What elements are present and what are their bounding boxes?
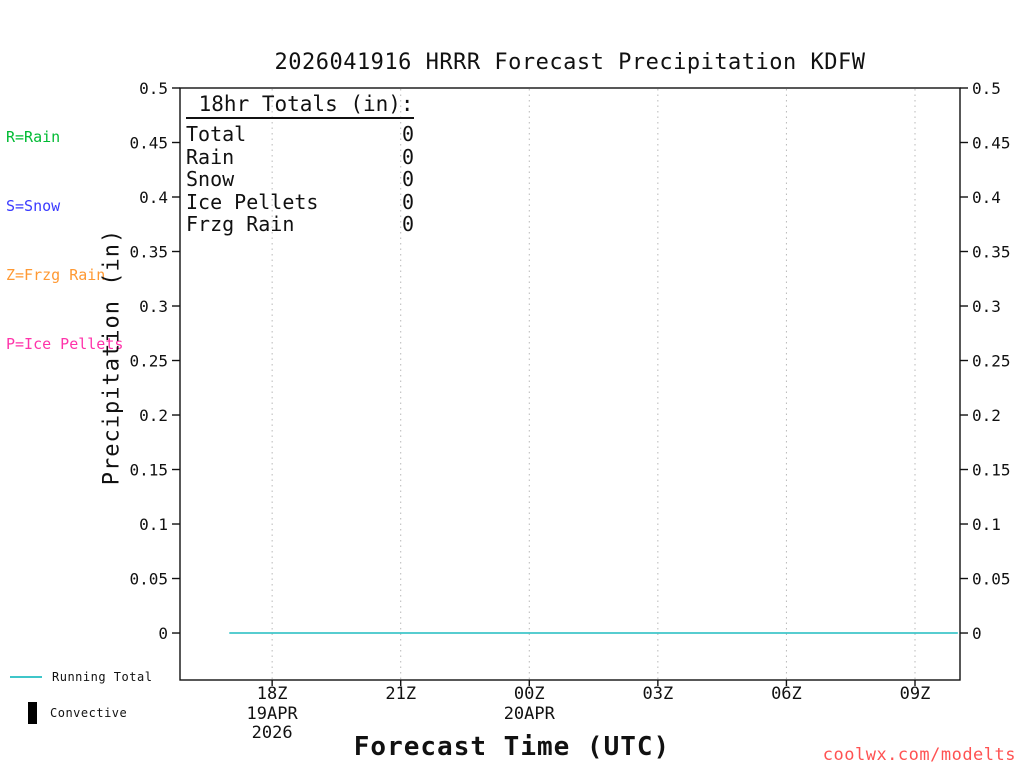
y-tick-label-right: 0.2 <box>972 406 1001 425</box>
y-tick-label-right: 0.3 <box>972 297 1001 316</box>
legend-ice-pellets: P=Ice Pellets <box>6 335 124 353</box>
totals-row-total: Total 0 <box>186 123 414 146</box>
running-total-label: Running Total <box>52 670 153 684</box>
y-tick-label-left: 0.45 <box>129 134 168 153</box>
totals-label: Total <box>186 122 247 146</box>
totals-row-snow: Snow 0 <box>186 168 414 191</box>
y-tick-label-left: 0 <box>158 624 168 643</box>
totals-heading: 18hr Totals (in): <box>186 92 414 119</box>
watermark-link-text: coolwx.com/modelts <box>822 745 1016 765</box>
legend-frzg-rain: Z=Frzg Rain <box>6 266 106 284</box>
y-tick-label-right: 0 <box>972 624 982 643</box>
x-tick-label: 03Z <box>642 684 673 704</box>
y-tick-label-right: 0.45 <box>972 134 1011 153</box>
convective-label: Convective <box>50 706 128 720</box>
convective-bar-swatch <box>28 702 37 724</box>
totals-box: 18hr Totals (in): Total 0 Rain 0 Snow 0 Ice… <box>186 92 414 236</box>
x-tick-label: 21Z <box>385 684 416 704</box>
totals-row-frzg-rain: Frzg Rain 0 <box>186 213 414 236</box>
x-tick-label: 06Z <box>771 684 802 704</box>
totals-value: 0 <box>402 189 415 214</box>
y-tick-label-right: 0.25 <box>972 352 1011 371</box>
y-tick-label-left: 0.4 <box>139 188 168 207</box>
x-date-label: 19APR <box>247 704 299 724</box>
y-axis-title: Precipitation (in) <box>99 228 125 486</box>
legend-snow: S=Snow <box>6 197 61 215</box>
y-tick-label-left: 0.05 <box>129 570 168 589</box>
y-tick-label-left: 0.25 <box>129 352 168 371</box>
chart-title: 2026041916 HRRR Forecast Precipitation K… <box>274 50 866 75</box>
totals-label: Rain <box>186 144 235 169</box>
y-tick-label-right: 0.1 <box>972 515 1001 534</box>
totals-label: Snow <box>186 167 235 191</box>
y-tick-label-left: 0.35 <box>129 243 168 262</box>
y-tick-label-right: 0.4 <box>972 188 1001 207</box>
precip-type-legend: R=Rain S=Snow Z=Frzg Rain P=Ice Pellets <box>6 80 123 402</box>
x-tick-label: 18Z <box>257 684 288 704</box>
legend-running-total: Running Total <box>10 670 152 684</box>
x-tick-label: 09Z <box>900 684 931 704</box>
totals-value: 0 <box>402 144 415 169</box>
totals-row-rain: Rain 0 <box>186 144 415 169</box>
plot-border <box>179 87 961 681</box>
x-date-label: 20APR <box>504 704 556 724</box>
totals-row-ice-pellets: Ice Pellets 0 <box>186 189 415 214</box>
totals-label: Frzg Rain <box>186 212 295 236</box>
y-tick-label-left: 0.3 <box>139 297 168 316</box>
y-tick-label-right: 0.5 <box>972 79 1001 98</box>
x-axis-title: Forecast Time (UTC) <box>353 732 671 762</box>
x-tick-label: 00Z <box>514 684 545 704</box>
y-tick-label-left: 0.2 <box>139 406 168 425</box>
totals-value: 0 <box>402 212 415 236</box>
y-tick-label-right: 0.15 <box>972 461 1011 480</box>
y-tick-label-left: 0.1 <box>139 515 168 534</box>
legend-rain: R=Rain <box>6 128 61 146</box>
y-tick-label-left: 0.15 <box>129 461 168 480</box>
y-tick-label-right: 0.05 <box>972 570 1011 589</box>
x-date-label: 2026 <box>252 723 293 743</box>
totals-value: 0 <box>402 122 415 146</box>
y-tick-label-left: 0.5 <box>139 79 168 98</box>
y-tick-label-right: 0.35 <box>972 243 1011 262</box>
running-total-line-swatch <box>10 676 42 678</box>
totals-label: Ice Pellets <box>186 189 319 214</box>
legend-convective: Convective <box>28 702 127 724</box>
totals-value: 0 <box>402 167 415 191</box>
